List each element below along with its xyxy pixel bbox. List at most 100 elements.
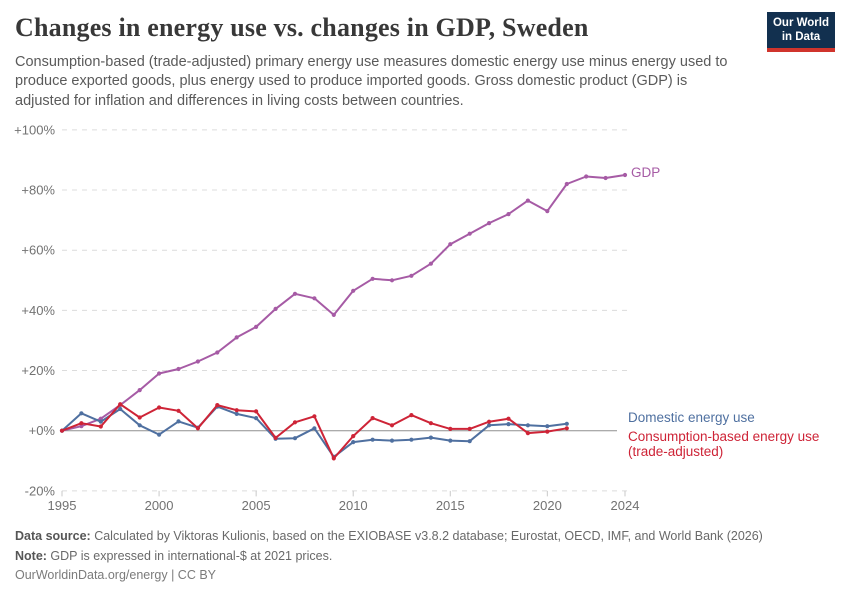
gdp-point[interactable] — [331, 312, 336, 317]
consumption-point[interactable] — [487, 419, 492, 424]
domestic-point[interactable] — [525, 423, 531, 428]
domestic-point[interactable] — [79, 411, 84, 416]
consumption-point[interactable] — [448, 426, 453, 431]
consumption-point[interactable] — [467, 426, 472, 431]
gdp-point[interactable] — [195, 359, 200, 364]
gdp-point[interactable] — [487, 221, 492, 226]
consumption-line[interactable] — [61, 403, 568, 460]
consumption-point[interactable] — [254, 409, 259, 414]
consumption-point[interactable] — [292, 420, 298, 425]
owid-logo-line1: Our World — [772, 17, 829, 29]
consumption-point[interactable] — [312, 414, 317, 419]
consumption-point[interactable] — [331, 456, 336, 461]
gdp-point[interactable] — [79, 424, 84, 429]
y-axis-tick-label: -20% — [25, 483, 56, 498]
gdp-point[interactable] — [157, 371, 162, 376]
domestic-point[interactable] — [118, 406, 123, 412]
consumption-point[interactable] — [506, 416, 511, 421]
domestic-line[interactable] — [61, 405, 568, 458]
gdp-point[interactable] — [525, 198, 531, 203]
gdp-point[interactable] — [137, 388, 142, 393]
consumption-series[interactable]: Consumption-based energy use(trade-adjus… — [59, 402, 819, 461]
consumption-point[interactable] — [428, 421, 433, 426]
owid-logo[interactable]: Our World in Data — [767, 12, 835, 52]
consumption-point[interactable] — [118, 402, 123, 407]
x-axis-tick-label: 2020 — [533, 498, 562, 513]
gdp-point[interactable] — [273, 306, 278, 311]
domestic-point[interactable] — [176, 419, 181, 424]
domestic-point[interactable] — [254, 416, 259, 421]
gdp-point[interactable] — [603, 175, 608, 181]
consumption-point[interactable] — [370, 416, 375, 421]
gdp-point[interactable] — [351, 288, 356, 293]
gdp-point[interactable] — [448, 242, 453, 247]
domestic-point[interactable] — [351, 440, 356, 445]
x-axis-tick-label: 2000 — [145, 498, 174, 513]
domestic-point[interactable] — [545, 424, 550, 429]
consumption-point[interactable] — [351, 434, 356, 439]
domestic-point[interactable] — [370, 437, 375, 442]
consumption-point[interactable] — [545, 429, 550, 434]
domestic-point[interactable] — [506, 422, 511, 427]
gdp-series[interactable]: GDP — [59, 165, 660, 433]
domestic-point[interactable] — [292, 436, 298, 441]
domestic-point[interactable] — [467, 439, 472, 444]
note-line: Note: GDP is expressed in international-… — [15, 547, 835, 567]
gdp-point[interactable] — [584, 174, 589, 179]
domestic-point[interactable] — [428, 435, 433, 440]
domestic-point[interactable] — [487, 423, 492, 428]
chart-subtitle: Consumption-based (trade-adjusted) prima… — [15, 54, 728, 109]
domestic-series[interactable]: Domestic energy use — [59, 404, 755, 460]
consumption-point[interactable] — [525, 431, 531, 436]
x-axis: 1995 2000 2005 2010 2015 2020 2024 — [48, 490, 639, 513]
consumption-point[interactable] — [564, 426, 569, 431]
consumption-point[interactable] — [98, 424, 103, 429]
domestic-point[interactable] — [448, 438, 453, 443]
gdp-point[interactable] — [564, 181, 569, 187]
gdp-point[interactable] — [409, 273, 414, 278]
consumption-point[interactable] — [79, 421, 84, 426]
gdp-point[interactable] — [312, 296, 317, 301]
consumption-point[interactable] — [59, 428, 65, 433]
y-axis-tick-label: +0% — [29, 423, 56, 438]
chart-footer: Data source: Calculated by Viktoras Kuli… — [15, 527, 835, 586]
domestic-point[interactable] — [137, 423, 142, 428]
consumption-point[interactable] — [273, 435, 278, 440]
consumption-point[interactable] — [137, 415, 142, 420]
gdp-point[interactable] — [215, 350, 220, 355]
domestic-point[interactable] — [409, 437, 414, 442]
gdp-point[interactable] — [292, 291, 298, 296]
domestic-point[interactable] — [234, 411, 239, 416]
gdp-point[interactable] — [506, 212, 511, 217]
gdp-point[interactable] — [254, 324, 259, 329]
x-axis-tick-label: 2010 — [339, 498, 368, 513]
gdp-line[interactable] — [61, 174, 626, 432]
gdp-point[interactable] — [176, 366, 181, 372]
consumption-point[interactable] — [215, 403, 220, 408]
gdp-point[interactable] — [98, 416, 103, 421]
domestic-point[interactable] — [98, 419, 103, 424]
y-axis-tick-label: +80% — [21, 183, 55, 198]
consumption-point[interactable] — [389, 423, 395, 428]
gdp-point[interactable] — [389, 278, 395, 283]
y-axis-tick-label: +100% — [14, 122, 55, 137]
gdp-point[interactable] — [370, 276, 375, 281]
gdp-point[interactable] — [622, 172, 628, 178]
note-label: Note: — [15, 548, 47, 563]
consumption-point[interactable] — [176, 408, 181, 413]
consumption-point[interactable] — [409, 413, 414, 418]
consumption-point[interactable] — [234, 408, 239, 413]
page-title: Changes in energy use vs. changes in GDP… — [15, 13, 589, 42]
gdp-point[interactable] — [234, 335, 239, 340]
consumption-label: (trade-adjusted) — [628, 444, 723, 459]
gdp-point[interactable] — [428, 261, 433, 266]
domestic-point[interactable] — [312, 426, 317, 431]
gdp-point[interactable] — [467, 231, 472, 236]
domestic-point[interactable] — [157, 432, 162, 437]
consumption-point[interactable] — [195, 426, 200, 431]
domestic-point[interactable] — [389, 438, 395, 443]
consumption-point[interactable] — [157, 405, 162, 410]
x-axis-tick-label: 1995 — [48, 498, 77, 513]
gdp-point[interactable] — [545, 209, 550, 214]
domestic-point[interactable] — [564, 421, 569, 426]
